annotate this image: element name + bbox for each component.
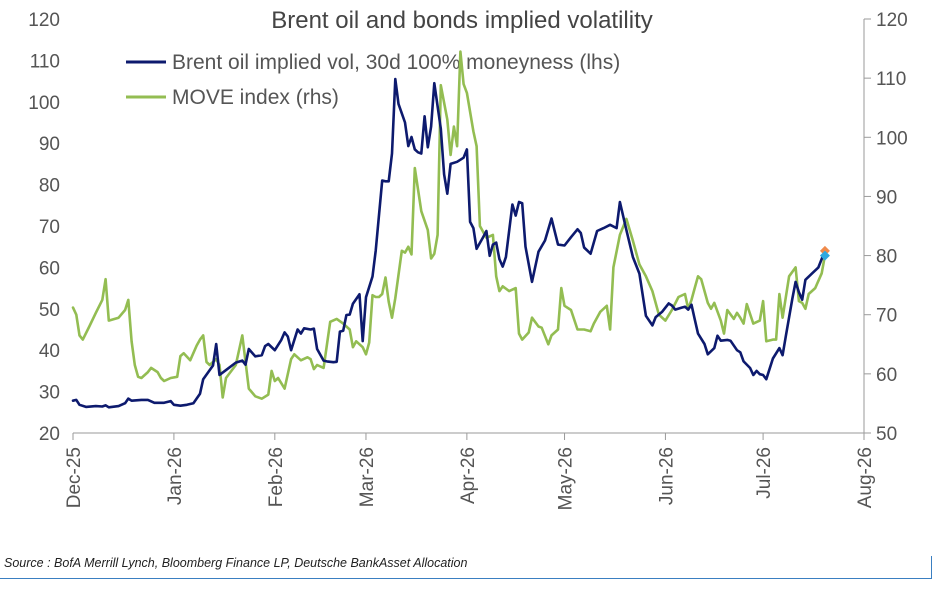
chart-title: Brent oil and bonds implied volatility [271, 7, 653, 34]
x-tick-label: May-26 [556, 447, 577, 510]
x-tick-label: Jan-26 [165, 447, 186, 505]
x-tick-label: Feb-26 [266, 447, 287, 507]
y-right-tick-label: 50 [876, 424, 897, 445]
y-right-tick-label: 110 [876, 69, 906, 90]
y-left-tick-label: 20 [39, 424, 60, 445]
series-line-move [71, 50, 827, 400]
y-left-tick-label: 60 [39, 258, 60, 279]
source-note: Source : BofA Merrill Lynch, Bloomberg F… [4, 556, 468, 570]
legend-label-move: MOVE index (rhs) [172, 86, 339, 109]
axes: 20 30 40 50 60 70 80 90 100 110 120 50 60 70 80 90 100 11… [28, 10, 907, 510]
x-tick-label: Jul-26 [754, 447, 775, 499]
y-right-tick-label: 90 [876, 187, 897, 208]
legend-label-brent: Brent oil implied vol, 30d 100% moneynes… [172, 51, 620, 74]
last-point-marker-move [819, 250, 830, 261]
y-left-tick-label: 80 [39, 176, 60, 197]
y-left-tick-label: 90 [39, 134, 60, 155]
y-left-tick-label: 40 [39, 341, 60, 362]
y-left-tick-label: 50 [39, 300, 60, 321]
y-left-tick-label: 70 [39, 217, 60, 238]
y-right-tick-label: 120 [876, 10, 908, 31]
footer-corner [931, 556, 932, 579]
footer-rule [0, 578, 932, 579]
y-right-tick-label: 70 [876, 306, 897, 327]
y-left-tick-label: 110 [30, 51, 60, 72]
y-left-tick-label: 120 [28, 10, 60, 31]
x-tick-label: Mar-26 [357, 447, 378, 507]
y-right-tick-label: 60 [876, 365, 897, 386]
y-left-tick-label: 100 [28, 93, 60, 114]
x-tick-label: Dec-25 [64, 447, 85, 508]
legend: Brent oil implied vol, 30d 100% moneynes… [126, 51, 620, 109]
y-right-tick-label: 80 [876, 247, 897, 268]
x-tick-label: Jun-26 [656, 447, 677, 505]
x-tick-label: Aug-26 [855, 447, 876, 508]
series-layer [71, 50, 830, 409]
y-left-tick-label: 30 [39, 383, 60, 404]
series-line-brent [71, 77, 827, 409]
y-right-tick-label: 100 [876, 128, 908, 149]
x-tick-label: Apr-26 [458, 447, 479, 504]
